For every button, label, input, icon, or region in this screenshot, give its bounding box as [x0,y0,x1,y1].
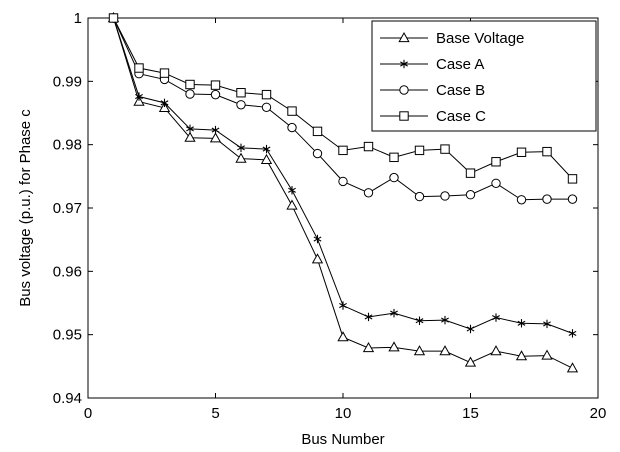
legend-marker-case-c [399,111,409,121]
data-point-case-b [338,176,348,187]
data-point-base-voltage [260,153,273,164]
legend-label-case-b: Case B [436,82,485,99]
data-point-case-c [465,168,476,178]
data-point-case-b [440,191,450,201]
data-point-case-a [415,316,424,325]
y-tick-label: 0.98 [53,137,82,154]
data-point-case-c [414,145,425,156]
data-point-case-a [135,92,143,101]
data-point-case-a [211,125,220,135]
y-tick-label: 0.94 [53,390,82,407]
data-point-case-c [185,79,195,90]
x-tick-label: 5 [211,405,219,422]
data-point-case-a [390,308,398,318]
x-tick-label: 15 [462,405,479,422]
data-point-base-voltage [311,253,324,264]
x-axis-label: Bus Number [301,431,384,448]
data-point-case-b [465,190,476,200]
data-point-base-voltage [158,101,171,113]
data-point-case-a [492,313,500,322]
data-point-base-voltage [413,345,426,356]
legend-label-case-a: Case A [436,56,484,73]
data-point-case-b [312,148,323,159]
x-tick-label: 10 [335,405,352,422]
data-point-case-c [134,63,144,73]
data-point-case-c [261,89,272,100]
data-point-case-b [542,194,552,204]
y-tick-label: 1 [74,10,82,27]
data-point-base-voltage [184,131,196,142]
data-point-case-a [186,124,194,134]
data-point-case-c [108,13,119,23]
data-point-case-b [287,122,297,133]
legend-marker-case-a [400,59,408,69]
x-tick-label: 0 [84,405,92,422]
x-tick-label: 20 [590,405,607,422]
data-point-case-c [159,68,170,78]
data-point-case-b [414,191,425,202]
data-point-base-voltage [388,341,400,352]
y-tick-label: 0.96 [53,263,82,280]
data-point-case-b [210,89,221,100]
data-point-case-b [363,188,374,198]
data-point-case-b [236,100,246,110]
data-point-case-a [364,312,373,322]
legend-marker-case-b [399,85,409,95]
data-point-case-b [516,195,527,205]
data-point-case-a [441,315,449,325]
y-tick-label: 0.95 [53,327,82,344]
data-point-base-voltage [362,341,375,353]
data-point-case-a [339,301,347,310]
data-point-case-c [542,146,552,157]
data-point-case-b [261,102,272,113]
data-point-case-a [262,144,271,154]
legend: Base Voltage Case A Case B Case C [371,20,597,132]
data-point-case-c [210,80,221,90]
data-point-base-voltage [566,362,579,373]
data-point-case-b [185,89,195,99]
data-point-base-voltage [464,356,477,367]
data-point-case-a [517,319,526,328]
data-point-case-a [568,329,577,338]
data-point-case-a [288,186,296,195]
data-point-base-voltage [515,350,528,361]
legend-marker-base-voltage [398,31,410,43]
legend-label-case-c: Case C [436,108,486,125]
data-point-case-c [363,141,374,152]
legend-label-base-voltage: Base Voltage [436,30,524,47]
data-point-base-voltage [541,349,553,360]
data-point-case-c [389,152,399,163]
legend-box [371,20,597,132]
data-point-case-b [567,194,578,204]
data-point-case-a [313,234,322,244]
data-point-case-a [543,319,551,329]
data-point-case-b [389,172,399,183]
data-point-base-voltage [439,345,451,356]
data-point-base-voltage [337,331,349,342]
data-point-base-voltage [209,132,222,143]
y-tick-label: 0.99 [53,73,82,90]
data-point-case-a [160,98,169,108]
data-point-base-voltage [286,199,298,210]
data-point-base-voltage [133,95,145,106]
data-point-case-c [287,106,297,116]
data-point-case-c [236,88,246,98]
data-point-case-c [338,145,348,156]
data-point-case-c [440,144,450,154]
data-point-case-c [567,174,578,184]
data-point-base-voltage [235,152,247,163]
data-point-case-a [237,143,245,153]
y-tick-label: 0.97 [53,200,82,217]
data-point-case-c [312,126,323,137]
data-point-case-c [516,147,527,157]
y-axis-label: Bus voltage (p.u.) for Phase c [17,109,34,307]
data-point-case-c [491,157,501,167]
plot-area: 0 5 10 15 20 0.94 0.95 0.96 0.97 0.98 0.99 1 [53,10,607,422]
data-point-case-b [491,178,501,189]
data-point-case-a [466,324,475,334]
data-point-base-voltage [490,345,502,356]
